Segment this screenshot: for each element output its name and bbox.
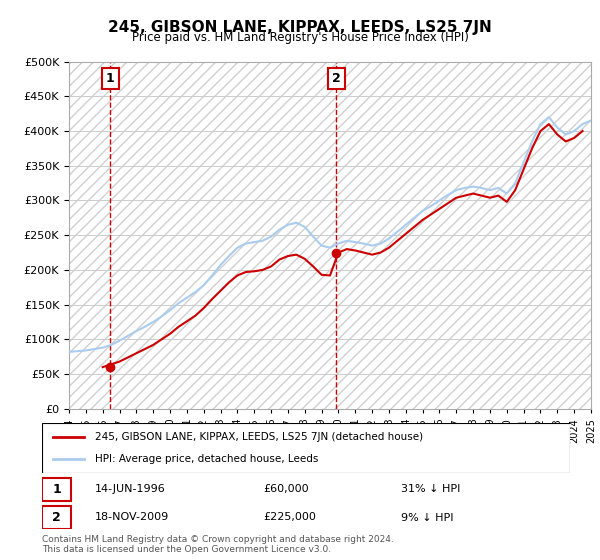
Text: 9% ↓ HPI: 9% ↓ HPI (401, 512, 454, 522)
Text: 14-JUN-1996: 14-JUN-1996 (95, 484, 166, 494)
Text: £60,000: £60,000 (264, 484, 310, 494)
Text: 18-NOV-2009: 18-NOV-2009 (95, 512, 169, 522)
Text: 2: 2 (332, 72, 341, 85)
Text: 245, GIBSON LANE, KIPPAX, LEEDS, LS25 7JN: 245, GIBSON LANE, KIPPAX, LEEDS, LS25 7J… (108, 20, 492, 35)
Text: 245, GIBSON LANE, KIPPAX, LEEDS, LS25 7JN (detached house): 245, GIBSON LANE, KIPPAX, LEEDS, LS25 7J… (95, 432, 423, 442)
Text: 1: 1 (52, 483, 61, 496)
FancyBboxPatch shape (42, 423, 570, 473)
FancyBboxPatch shape (42, 478, 71, 501)
Text: Price paid vs. HM Land Registry's House Price Index (HPI): Price paid vs. HM Land Registry's House … (131, 31, 469, 44)
Text: HPI: Average price, detached house, Leeds: HPI: Average price, detached house, Leed… (95, 454, 318, 464)
Text: £225,000: £225,000 (264, 512, 317, 522)
Text: Contains HM Land Registry data © Crown copyright and database right 2024.
This d: Contains HM Land Registry data © Crown c… (42, 535, 394, 554)
FancyBboxPatch shape (42, 506, 71, 529)
Text: 1: 1 (106, 72, 115, 85)
Text: 2: 2 (52, 511, 61, 524)
Text: 31% ↓ HPI: 31% ↓ HPI (401, 484, 460, 494)
